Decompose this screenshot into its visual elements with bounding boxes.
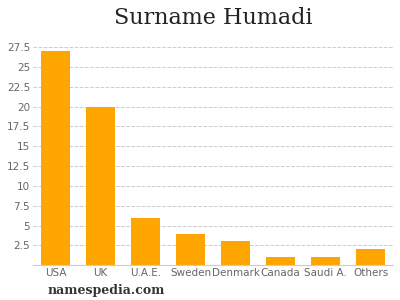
Bar — [86, 106, 115, 265]
Bar — [131, 218, 160, 265]
Bar — [311, 257, 340, 265]
Bar — [221, 242, 250, 265]
Title: Surname Humadi: Surname Humadi — [114, 7, 312, 29]
Bar — [356, 249, 385, 265]
Bar — [41, 51, 70, 265]
Bar — [266, 257, 295, 265]
Bar — [176, 233, 205, 265]
Text: namespedia.com: namespedia.com — [48, 284, 165, 297]
